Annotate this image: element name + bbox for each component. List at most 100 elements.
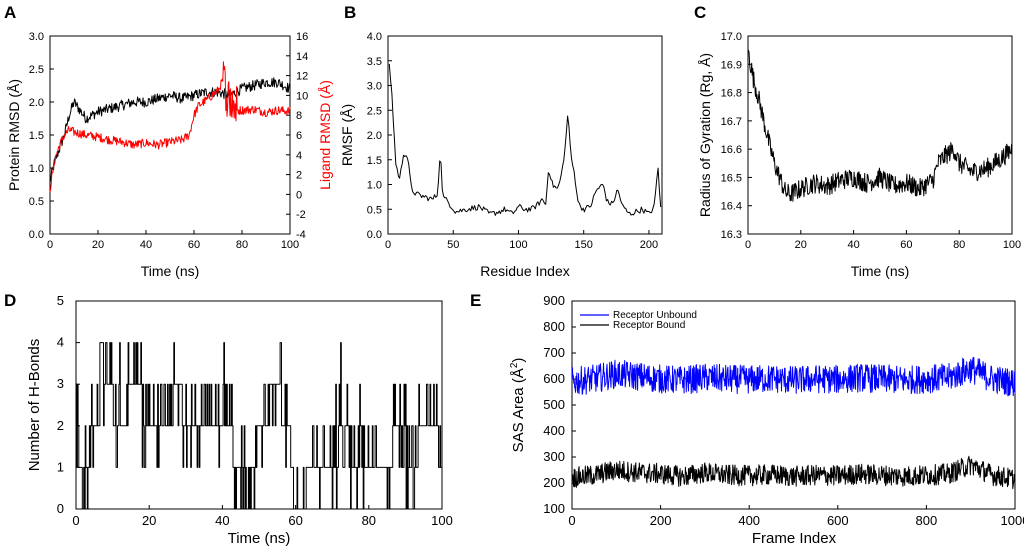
panel-c-ytick-label: 16.7 [721, 116, 742, 128]
panel-a-y2tick-label: 16 [296, 31, 308, 43]
panel-d-xtick-label: 0 [72, 513, 79, 528]
panel-a-series [49, 61, 291, 193]
panel-c-ytick-label: 16.4 [721, 201, 742, 213]
panel-e-ytick-label: 600 [543, 371, 565, 386]
panel-b-xtick-label: 100 [509, 239, 527, 251]
panel-a-y2tick-label: -2 [296, 209, 306, 221]
panel-a-xtick-label: 0 [47, 239, 53, 251]
panel-b-xlabel: Residue Index [480, 263, 570, 279]
panel-a-y2tick-label: 8 [296, 110, 302, 122]
panel-e-ytick-label: 300 [543, 449, 565, 464]
panel-label-d: D [4, 291, 16, 310]
panel-a-y2tick-label: -4 [296, 229, 306, 241]
panel-e-ylabel: SAS Area (Å2) [509, 358, 527, 453]
panel-c-xtick-label: 40 [847, 239, 859, 251]
panel-c-xlabel: Time (ns) [851, 263, 910, 279]
panel-a-y2tick-label: 10 [296, 90, 308, 102]
panel-d-xtick-label: 20 [142, 513, 156, 528]
panel-e-ylabel-sup: 2 [509, 362, 520, 368]
panel-a-y2tick-label: 4 [296, 150, 302, 162]
legend-label-bound: Receptor Bound [613, 320, 685, 331]
panel-a-ytick-label: 0.0 [29, 229, 44, 241]
panel-c-xtick-label: 80 [953, 239, 965, 251]
panel-c-series [747, 49, 1013, 202]
panel-c-plot-frame [747, 35, 1013, 235]
panel-b-ytick-label: 2.0 [367, 130, 382, 142]
panel-d-chart: 0 20 40 60 80 100 0 1 2 3 4 5 Time (ns) Number of H… [26, 293, 453, 547]
panel-c-xtick-label: 20 [795, 239, 807, 251]
panel-e-legend: Receptor Unbound Receptor Bound [580, 310, 697, 331]
panel-c-chart: 0 20 40 60 80 100 16.3 16.4 16.5 16.6 16.7 16.8 16.9… [697, 31, 1021, 279]
panel-e-ytick-label: 800 [543, 319, 565, 334]
panel-a-ytick-label: 2.5 [29, 64, 44, 76]
panel-b-xtick-label: 0 [385, 239, 391, 251]
panel-e-series-receptor-bound [571, 455, 1016, 490]
panel-b-ytick-label: 1.0 [367, 180, 382, 192]
panel-a-y2tick-label: 2 [296, 170, 302, 182]
panel-b-ytick-label: 2.5 [367, 105, 382, 117]
panel-e-ytick-label: 700 [543, 345, 565, 360]
panel-a-ytick-label: 3.0 [29, 31, 44, 43]
panel-a-ytick-label: 1.0 [29, 163, 44, 175]
panel-c-series-rg [747, 49, 1013, 202]
panel-c-xtick-label: 0 [745, 239, 751, 251]
panel-c-ytick-label: 16.6 [721, 144, 742, 156]
panel-a-xtick-label: 20 [92, 239, 104, 251]
panel-a-xtick-label: 100 [281, 239, 299, 251]
panel-label-c: C [694, 3, 706, 22]
panel-d-xlabel: Time (ns) [228, 530, 291, 547]
panel-b-ytick-label: 4.0 [367, 31, 382, 43]
panel-c-ytick-label: 17.0 [721, 31, 742, 43]
panel-e-series [571, 356, 1016, 490]
panel-e-ytick-label: 100 [543, 501, 565, 516]
panel-a-y2tick-label: 6 [296, 130, 302, 142]
panel-e-ytick-label: 500 [543, 397, 565, 412]
panel-a-ticks: 0 20 40 60 80 100 0.0 0.5 1.0 1.5 2.0 2.5 3.0 -4 -2 0 2 4… [29, 31, 309, 251]
panel-b-ytick-label: 3.5 [367, 56, 382, 68]
panel-a-ytick-label: 2.0 [29, 97, 44, 109]
panel-c-ylabel: Radius of Gyration (Rg, Å) [697, 53, 713, 217]
panel-b-plot-frame [387, 35, 663, 235]
panel-b-xtick-label: 50 [447, 239, 459, 251]
panel-d-ytick-label: 2 [57, 418, 64, 433]
panel-d-xtick-label: 80 [362, 513, 376, 528]
panel-label-e: E [470, 291, 481, 310]
panel-e-xlabel: Frame Index [752, 530, 837, 547]
panel-a-xtick-label: 80 [236, 239, 248, 251]
panel-a-y2tick-label: 12 [296, 71, 308, 83]
panel-e-xtick-label: 600 [827, 513, 849, 528]
panel-d-ytick-label: 1 [57, 459, 64, 474]
panel-e-xtick-label: 200 [650, 513, 672, 528]
panel-b-ylabel: RMSF (Å) [339, 104, 355, 166]
panel-b-ytick-label: 3.0 [367, 81, 382, 93]
panel-d-series [76, 342, 442, 510]
panel-c-ytick-label: 16.3 [721, 229, 742, 241]
panel-a-series-ligand-rmsd [49, 61, 291, 193]
panel-d-ytick-label: 5 [57, 293, 64, 308]
panel-b-ticks: 0 50 100 150 200 0.0 0.5 1.0 1.5 2.0 2.5 3.0 3.5 4.0 [367, 31, 658, 251]
panel-a-xtick-label: 40 [140, 239, 152, 251]
panel-b-ytick-label: 1.5 [367, 155, 382, 167]
panel-b-xtick-label: 200 [640, 239, 658, 251]
panel-a-y2tick-label: 14 [296, 51, 308, 63]
panel-b-ytick-label: 0.0 [367, 229, 382, 241]
panel-a-ytick-label: 1.5 [29, 130, 44, 142]
panel-d-xtick-label: 100 [431, 513, 453, 528]
panel-a-y2label: Ligand RMSD (Å) [317, 80, 333, 190]
panel-c-ytick-label: 16.9 [721, 59, 742, 71]
panel-d-xtick-label: 60 [288, 513, 302, 528]
panel-c-xtick-label: 100 [1003, 239, 1021, 251]
panel-label-a: A [4, 3, 16, 22]
panel-d-ytick-label: 4 [57, 335, 64, 350]
panel-b-ytick-label: 0.5 [367, 204, 382, 216]
panel-e-xtick-label: 400 [738, 513, 760, 528]
panel-e-xtick-label: 800 [916, 513, 938, 528]
panel-b-chart: 0 50 100 150 2000.00.51.01.52.02.53.03.54.0 … [339, 31, 663, 279]
panel-e-xtick-label: 0 [568, 513, 575, 528]
panel-a-chart: 0 20 40 60 80 100 0.0 0.5 1.0 1.5 2.0 2.5 3.0 -4 -2 0 2 4… [6, 31, 333, 279]
panel-d-ytick-label: 3 [57, 376, 64, 391]
panel-d-ylabel: Number of H-Bonds [26, 339, 43, 472]
panel-c-xtick-label: 60 [900, 239, 912, 251]
